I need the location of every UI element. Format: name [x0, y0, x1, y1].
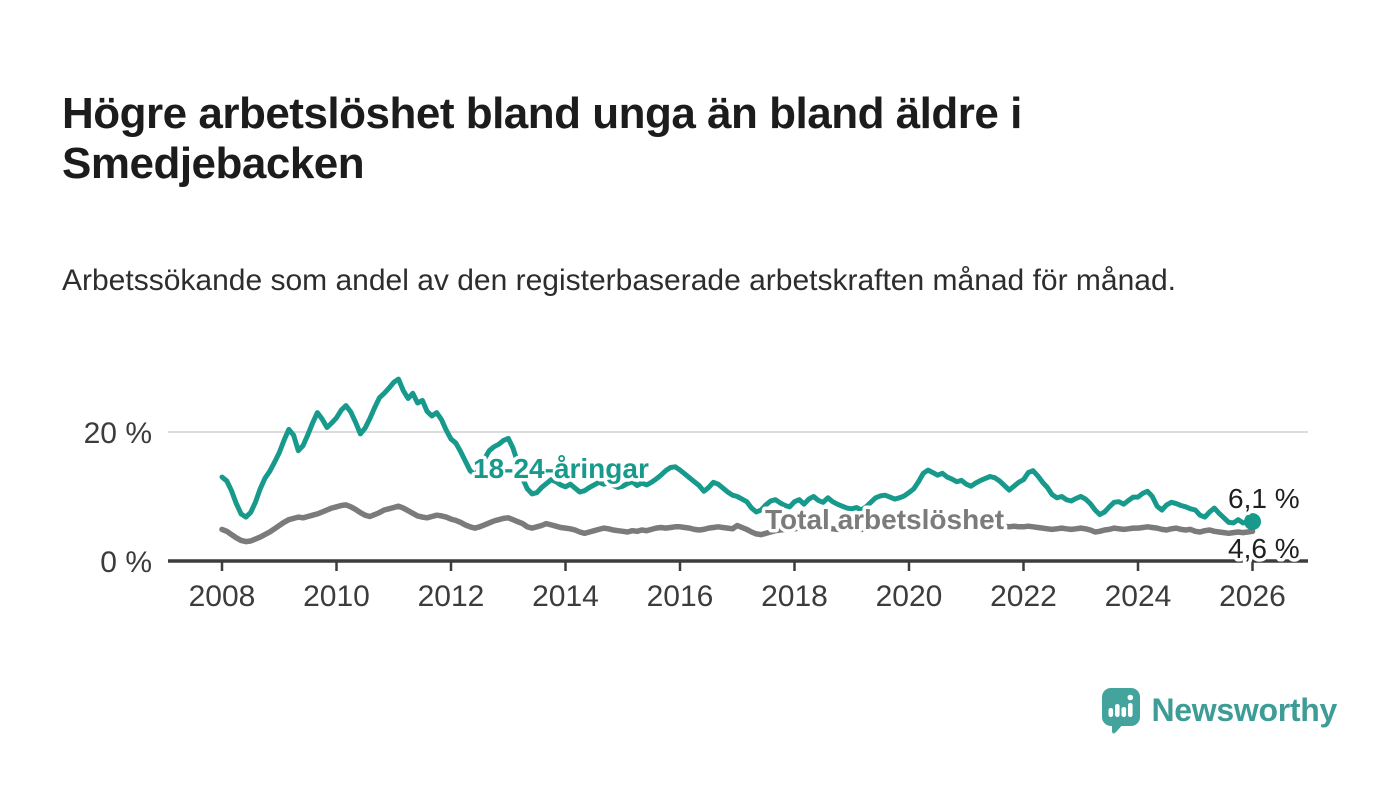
x-tick-label: 2024	[1105, 580, 1172, 613]
x-tick-label: 2008	[189, 580, 256, 613]
total-series-label: Total arbetslöshet	[765, 504, 1004, 535]
x-tick-label: 2022	[990, 580, 1057, 613]
youth-series-label: 18-24-åringar	[473, 453, 649, 484]
x-tick-label: 2020	[876, 580, 943, 613]
logo-text: Newsworthy	[1151, 691, 1338, 728]
x-tick-label: 2016	[647, 580, 714, 613]
page-title: Högre arbetslöshet bland unga än bland ä…	[62, 89, 1022, 188]
x-tick-label: 2010	[303, 580, 370, 613]
total-line	[219, 502, 1256, 545]
y-tick-label-0: 0 %	[100, 546, 152, 579]
bar-chart-speech-bubble-icon	[1101, 688, 1140, 734]
x-tick-label: 2012	[418, 580, 485, 613]
chart-subtitle: Arbetssökande som andel av den registerb…	[62, 264, 1176, 297]
newsworthy-logo: Newsworthy	[1101, 686, 1338, 734]
y-tick-label-20: 20 %	[84, 417, 152, 450]
youth-line	[219, 376, 1255, 526]
total-end-value-label: 4,6 %	[1228, 533, 1300, 564]
x-tick-label: 2014	[532, 580, 599, 613]
x-tick-label: 2026	[1219, 580, 1286, 613]
x-axis-ticks: 2008 2010 2012 2014 2016 2018 2020 2022 2024 2026	[189, 560, 1286, 613]
x-tick-label: 2018	[761, 580, 828, 613]
youth-end-dot	[1244, 513, 1261, 531]
youth-end-value-label: 6,1 %	[1228, 483, 1300, 514]
